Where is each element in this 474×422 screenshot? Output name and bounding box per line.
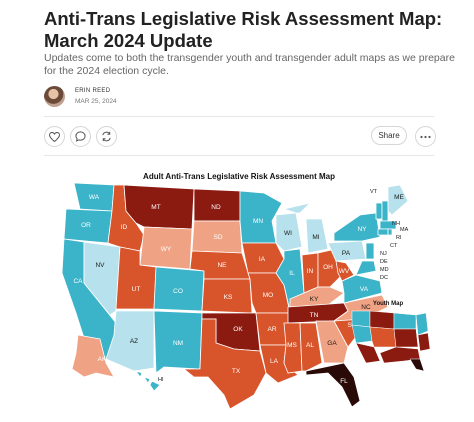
label-ia: IA bbox=[259, 256, 266, 263]
more-icon bbox=[420, 135, 431, 138]
label-ks: KS bbox=[224, 294, 233, 301]
state-md bbox=[355, 260, 377, 276]
divider-bottom bbox=[44, 155, 434, 156]
label-de: DE bbox=[380, 259, 388, 265]
label-ok: OK bbox=[233, 326, 243, 333]
label-ky: KY bbox=[310, 296, 319, 303]
restack-button[interactable] bbox=[96, 126, 117, 147]
label-or: OR bbox=[81, 222, 91, 229]
label-md: MD bbox=[380, 267, 389, 273]
risk-map-image[interactable]: Adult Anti-Trans Legislative Risk Assess… bbox=[44, 163, 434, 417]
state-ny bbox=[333, 212, 381, 242]
author-block: ERIN REED MAR 25, 2024 bbox=[44, 86, 117, 107]
label-tn: TN bbox=[310, 312, 319, 319]
label-az: AZ bbox=[130, 338, 138, 345]
us-risk-map: Adult Anti-Trans Legislative Risk Assess… bbox=[44, 163, 434, 417]
label-al: AL bbox=[306, 342, 314, 349]
label-mo: MO bbox=[263, 292, 273, 299]
label-sd: SD bbox=[213, 234, 222, 241]
label-ma: MA bbox=[400, 227, 409, 233]
label-nv: NV bbox=[95, 262, 105, 269]
label-tx: TX bbox=[232, 368, 241, 375]
label-wa: WA bbox=[89, 194, 100, 201]
label-pa: PA bbox=[342, 250, 351, 257]
heart-icon bbox=[49, 131, 60, 142]
label-ri: RI bbox=[396, 235, 402, 241]
state-nv bbox=[83, 241, 121, 316]
inset-title: Youth Map bbox=[373, 301, 404, 307]
label-ak: AK bbox=[98, 356, 107, 363]
state-mi-upper bbox=[282, 202, 312, 214]
label-nh: NH bbox=[392, 221, 400, 227]
label-mn: MN bbox=[253, 218, 263, 225]
comment-button[interactable] bbox=[70, 126, 91, 147]
label-mt: MT bbox=[151, 204, 160, 211]
post-title: Anti-Trans Legislative Risk Assessment M… bbox=[44, 8, 443, 51]
divider-top bbox=[44, 116, 434, 117]
youth-inset-map bbox=[351, 310, 431, 372]
label-fl: FL bbox=[340, 378, 348, 385]
restack-icon bbox=[102, 131, 111, 142]
state-hi bbox=[135, 370, 161, 392]
label-nj: NJ bbox=[380, 251, 387, 257]
state-ma bbox=[379, 220, 397, 230]
label-hi: HI bbox=[158, 377, 164, 383]
state-ak bbox=[71, 334, 115, 378]
label-oh: OH bbox=[323, 264, 333, 271]
label-dc: DC bbox=[380, 275, 388, 281]
label-ca: CA bbox=[73, 278, 83, 285]
label-nd: ND bbox=[211, 204, 221, 211]
label-va: VA bbox=[360, 286, 369, 293]
label-wi: WI bbox=[284, 230, 292, 237]
state-ri bbox=[387, 228, 393, 236]
share-button[interactable]: Share bbox=[371, 126, 407, 145]
post-date: MAR 25, 2024 bbox=[75, 98, 117, 105]
label-ga: GA bbox=[327, 340, 337, 347]
label-ar: AR bbox=[267, 326, 276, 333]
label-nm: NM bbox=[173, 340, 183, 347]
label-nc: NC bbox=[361, 304, 371, 311]
state-wv bbox=[335, 260, 355, 282]
label-id: ID bbox=[121, 224, 128, 231]
map-title: Adult Anti-Trans Legislative Risk Assess… bbox=[143, 172, 335, 181]
state-nm bbox=[153, 310, 203, 374]
author-name[interactable]: ERIN REED bbox=[75, 88, 111, 94]
label-wv: WV bbox=[339, 268, 350, 275]
state-tx bbox=[182, 318, 267, 410]
label-ne: NE bbox=[217, 262, 227, 269]
state-vt bbox=[375, 202, 383, 220]
state-ct bbox=[377, 228, 389, 236]
state-mi bbox=[305, 218, 329, 254]
author-avatar[interactable] bbox=[44, 86, 65, 107]
comment-icon bbox=[75, 131, 86, 142]
label-mi: MI bbox=[312, 234, 319, 241]
post-subtitle: Updates come to both the transgender you… bbox=[44, 52, 455, 77]
state-nj bbox=[365, 242, 375, 260]
state-wi bbox=[275, 212, 303, 252]
label-vt: VT bbox=[370, 189, 378, 195]
label-in: IN bbox=[307, 268, 314, 275]
more-button[interactable] bbox=[415, 126, 436, 147]
label-ct: CT bbox=[390, 243, 398, 249]
label-ut: UT bbox=[132, 286, 141, 293]
label-la: LA bbox=[270, 358, 279, 365]
label-il: IL bbox=[289, 270, 295, 277]
state-ga bbox=[315, 320, 349, 364]
label-ny: NY bbox=[357, 226, 367, 233]
label-co: CO bbox=[173, 288, 183, 295]
state-il bbox=[275, 248, 305, 312]
state-nh bbox=[381, 200, 389, 222]
state-fl bbox=[305, 362, 361, 408]
state-me bbox=[387, 184, 409, 216]
label-wy: WY bbox=[161, 246, 172, 253]
state-mn bbox=[239, 190, 283, 244]
label-me: ME bbox=[394, 194, 404, 201]
label-ms: MS bbox=[287, 342, 297, 349]
state-al bbox=[299, 322, 323, 372]
like-button[interactable] bbox=[44, 126, 65, 147]
